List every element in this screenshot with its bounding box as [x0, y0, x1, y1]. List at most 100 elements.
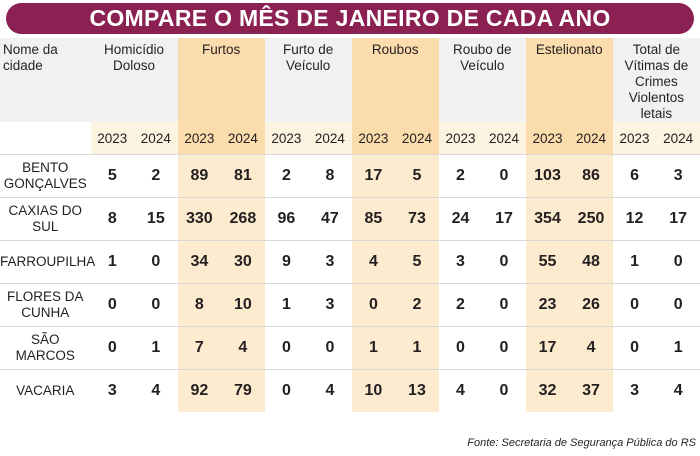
value-cell: 8 — [177, 283, 222, 327]
table-row: SÃO MARCOS 0 1 7 4 0 0 1 1 0 0 17 4 0 1 — [0, 326, 700, 370]
year-label: 2023 — [90, 122, 135, 155]
value-cell: 1 — [612, 240, 657, 284]
value-cell: 3 — [90, 369, 135, 412]
table-row: FLORES DA CUNHA 0 0 8 10 1 3 0 2 2 0 23 26 0 0 — [0, 283, 700, 327]
category-header: Roubo de Veículo — [438, 38, 526, 122]
year-row-spacer — [0, 122, 91, 155]
year-label: 2024 — [395, 122, 439, 155]
category-header: Furto de Veículo — [264, 38, 352, 122]
value-cell: 2 — [264, 154, 309, 198]
year-label: 2023 — [438, 122, 483, 155]
value-cell: 17 — [525, 326, 570, 370]
value-cell: 1 — [264, 283, 309, 327]
value-cell: 47 — [308, 197, 352, 241]
value-cell: 0 — [308, 326, 352, 370]
value-cell: 2 — [134, 154, 178, 198]
value-cell: 0 — [656, 240, 700, 284]
value-cell: 4 — [438, 369, 483, 412]
value-cell: 37 — [569, 369, 613, 412]
value-cell: 4 — [569, 326, 613, 370]
value-cell: 0 — [134, 283, 178, 327]
value-cell: 3 — [612, 369, 657, 412]
value-cell: 1 — [90, 240, 135, 284]
city-name: BENTO GONÇALVES — [0, 154, 91, 198]
year-label: 2024 — [134, 122, 178, 155]
year-label: 2023 — [612, 122, 657, 155]
value-cell: 354 — [525, 197, 570, 241]
value-cell: 6 — [612, 154, 657, 198]
value-cell: 10 — [221, 283, 265, 327]
value-cell: 2 — [438, 283, 483, 327]
value-cell: 330 — [177, 197, 222, 241]
value-cell: 3 — [308, 240, 352, 284]
table-row: CAXIAS DO SUL 8 15 330 268 96 47 85 73 24 17 354 250… — [0, 197, 700, 241]
value-cell: 0 — [264, 369, 309, 412]
table-row: VACARIA 3 4 92 79 0 4 10 13 4 0 32 37 3 4 — [0, 369, 700, 412]
year-label: 2023 — [264, 122, 309, 155]
value-cell: 34 — [177, 240, 222, 284]
category-header: Homicídio Doloso — [90, 38, 178, 122]
value-cell: 268 — [221, 197, 265, 241]
value-cell: 9 — [264, 240, 309, 284]
city-column-header: Nome da cidade — [0, 38, 91, 122]
value-cell: 85 — [351, 197, 396, 241]
value-cell: 23 — [525, 283, 570, 327]
value-cell: 0 — [90, 326, 135, 370]
year-label: 2023 — [177, 122, 222, 155]
value-cell: 250 — [569, 197, 613, 241]
value-cell: 4 — [656, 369, 700, 412]
city-name: FLORES DA CUNHA — [0, 283, 91, 327]
value-cell: 2 — [438, 154, 483, 198]
value-cell: 103 — [525, 154, 570, 198]
value-cell: 79 — [221, 369, 265, 412]
value-cell: 81 — [221, 154, 265, 198]
year-label: 2023 — [525, 122, 570, 155]
table-row: FARROUPILHA 1 0 34 30 9 3 4 5 3 0 55 48 1 0 — [0, 240, 700, 284]
value-cell: 5 — [90, 154, 135, 198]
source-note: Fonte: Secretaria de Segurança Pública d… — [467, 437, 696, 449]
value-cell: 26 — [569, 283, 613, 327]
value-cell: 0 — [482, 283, 526, 327]
value-cell: 0 — [90, 283, 135, 327]
value-cell: 0 — [134, 240, 178, 284]
value-cell: 30 — [221, 240, 265, 284]
value-cell: 4 — [134, 369, 178, 412]
value-cell: 5 — [395, 154, 439, 198]
value-cell: 55 — [525, 240, 570, 284]
year-label: 2024 — [221, 122, 265, 155]
value-cell: 10 — [351, 369, 396, 412]
value-cell: 3 — [438, 240, 483, 284]
city-name: VACARIA — [0, 369, 91, 412]
value-cell: 8 — [90, 197, 135, 241]
category-header: Roubos — [351, 38, 439, 122]
category-header-row: Nome da cidade Homicídio Doloso Furtos Fur… — [0, 38, 700, 122]
value-cell: 2 — [395, 283, 439, 327]
value-cell: 48 — [569, 240, 613, 284]
value-cell: 0 — [656, 283, 700, 327]
year-label: 2024 — [569, 122, 613, 155]
value-cell: 3 — [656, 154, 700, 198]
category-header: Total de Vítimas de Crimes Violentos let… — [612, 38, 700, 122]
value-cell: 0 — [482, 326, 526, 370]
value-cell: 0 — [351, 283, 396, 327]
value-cell: 17 — [482, 197, 526, 241]
table-row: BENTO GONÇALVES 5 2 89 81 2 8 17 5 2 0 103 86 6 3 — [0, 154, 700, 198]
year-label: 2024 — [656, 122, 700, 155]
year-label: 2024 — [308, 122, 352, 155]
value-cell: 0 — [482, 369, 526, 412]
value-cell: 32 — [525, 369, 570, 412]
value-cell: 4 — [221, 326, 265, 370]
value-cell: 73 — [395, 197, 439, 241]
value-cell: 89 — [177, 154, 222, 198]
category-header: Estelionato — [525, 38, 613, 122]
crime-comparison-table: Nome da cidade Homicídio Doloso Furtos Fur… — [0, 38, 700, 412]
value-cell: 96 — [264, 197, 309, 241]
value-cell: 7 — [177, 326, 222, 370]
year-label: 2023 — [351, 122, 396, 155]
value-cell: 0 — [438, 326, 483, 370]
value-cell: 17 — [656, 197, 700, 241]
value-cell: 4 — [351, 240, 396, 284]
value-cell: 1 — [134, 326, 178, 370]
value-cell: 0 — [612, 283, 657, 327]
value-cell: 3 — [308, 283, 352, 327]
